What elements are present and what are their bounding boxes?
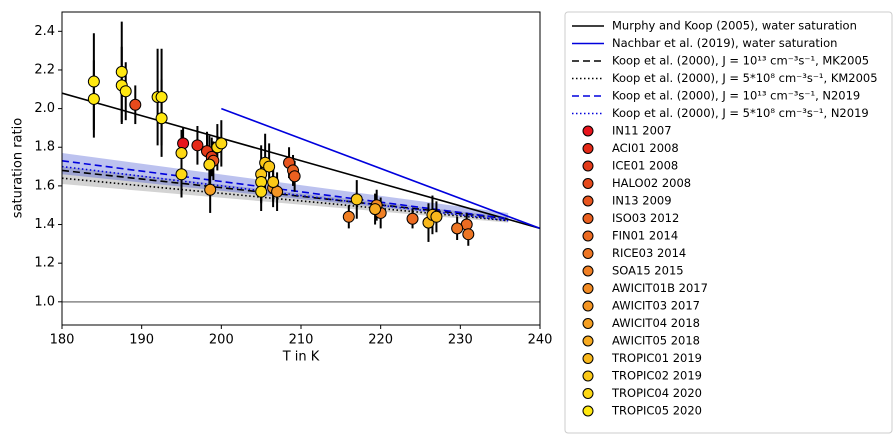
legend-marker [582, 195, 594, 207]
y-tick-label: 1.2 [34, 256, 55, 271]
legend-label: HALO02 2008 [612, 176, 691, 190]
legend-label: TROPIC02 2019 [611, 369, 702, 383]
data-point [430, 210, 443, 223]
legend-marker [582, 230, 594, 242]
data-point [451, 222, 464, 235]
data-point [406, 212, 419, 225]
x-tick-label: 180 [50, 333, 75, 348]
legend-marker [582, 213, 594, 224]
line [62, 165, 509, 222]
legend-marker [582, 318, 594, 329]
legend-label: FIN01 2014 [612, 229, 678, 243]
legend-marker [582, 143, 594, 154]
data-point [87, 92, 100, 105]
data-point [87, 75, 100, 88]
legend-label: Murphy and Koop (2005), water saturation [612, 19, 857, 33]
data-point [203, 158, 216, 171]
data-point [191, 139, 204, 152]
legend-marker [582, 300, 594, 312]
y-tick-label: 1.8 [34, 140, 55, 155]
data-point [155, 91, 168, 104]
line [221, 107, 540, 230]
y-tick-label: 2.2 [34, 62, 55, 77]
data-point [369, 203, 382, 216]
data-point [115, 65, 128, 78]
y-tick-label: 2.0 [34, 101, 55, 116]
data-point [177, 137, 190, 150]
legend-marker [582, 125, 594, 137]
legend-label: AWICIT04 2018 [612, 316, 700, 330]
y-axis-label: saturation ratio [11, 118, 26, 218]
x-tick-label: 230 [448, 333, 473, 348]
legend-marker [582, 265, 594, 277]
legend-marker [582, 370, 594, 382]
line [62, 169, 509, 220]
legend-label: ICE01 2008 [612, 159, 678, 173]
legend-label: AWICIT05 2018 [612, 334, 700, 348]
data-point [288, 170, 301, 183]
legend-label: IN13 2009 [612, 194, 672, 208]
plot-area [62, 21, 540, 303]
x-tick-label: 200 [209, 333, 234, 348]
legend-label: IN11 2007 [612, 124, 672, 138]
data-point [267, 176, 280, 189]
legend-box [564, 11, 893, 434]
data-point [155, 112, 168, 125]
legend-marker [582, 335, 594, 347]
y-tick-label: 2.4 [34, 24, 55, 39]
legend-marker [582, 388, 594, 399]
legend-label: AWICIT03 2017 [612, 299, 700, 313]
x-tick-label: 220 [368, 333, 393, 348]
line [62, 92, 540, 230]
legend-label: TROPIC01 2019 [611, 351, 702, 365]
legend-marker [582, 178, 594, 189]
uncertainty-band [62, 153, 509, 221]
y-tick-label: 1.0 [34, 294, 55, 309]
legend-label: Koop et al. (2000), J = 10¹³ cm⁻³s⁻¹, N2… [612, 89, 860, 103]
legend-label: Nachbar et al. (2019), water saturation [612, 36, 837, 50]
x-tick-label: 210 [289, 333, 314, 348]
legend-marker [582, 160, 594, 172]
legend-label: RICE03 2014 [612, 246, 686, 260]
legend-label: ISO03 2012 [612, 211, 679, 225]
legend-marker [582, 248, 594, 259]
axes: 180 190 200 210 220 230 240 1.0 1.2 1.4 1.6 1.8 2.0 2… [34, 24, 552, 348]
legend-label: TROPIC04 2020 [611, 386, 702, 400]
legend-marker [582, 405, 594, 417]
legend-marker [582, 283, 594, 294]
y-tick-label: 1.4 [34, 217, 55, 232]
data-point [175, 147, 188, 160]
x-tick-label: 240 [528, 333, 553, 348]
data-point [129, 98, 142, 111]
data-point [462, 228, 475, 241]
x-tick-label: 190 [129, 333, 154, 348]
legend-marker [582, 353, 594, 364]
data-point [342, 210, 355, 223]
x-axis-label: T in K [282, 350, 320, 365]
legend-label: AWICIT01B 2017 [612, 281, 708, 295]
data-point [119, 85, 132, 98]
legend-label: ACI01 2008 [612, 141, 679, 155]
data-point [350, 193, 363, 206]
legend-label: Koop et al. (2000), J = 5*10⁸ cm⁻³s⁻¹, K… [612, 71, 878, 85]
legend-label: SOA15 2015 [612, 264, 684, 278]
data-point [215, 137, 228, 150]
data-point [204, 183, 217, 196]
data-point [255, 185, 268, 198]
legend: Murphy and Koop (2005), water saturation… [572, 19, 878, 418]
legend-label: Koop et al. (2000), J = 5*10⁸ cm⁻³s⁻¹, N… [612, 106, 869, 120]
data-point [175, 168, 188, 181]
y-tick-label: 1.6 [34, 178, 55, 193]
legend-label: TROPIC05 2020 [611, 404, 702, 418]
legend-label: Koop et al. (2000), J = 10¹³ cm⁻³s⁻¹, MK… [612, 54, 869, 68]
data-point [263, 160, 276, 173]
